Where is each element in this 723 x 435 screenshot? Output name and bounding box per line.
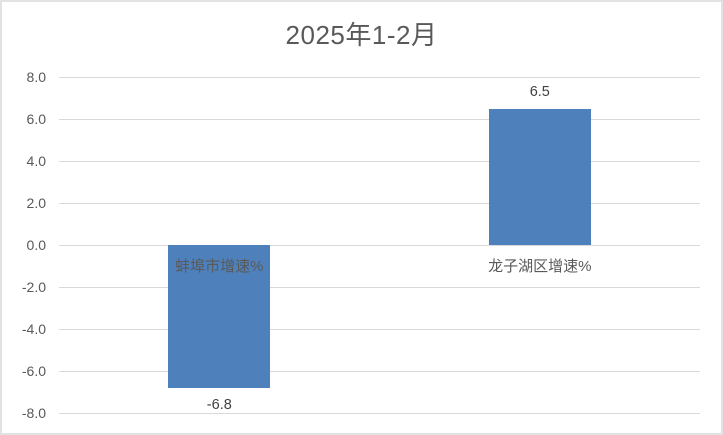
category-label: 龙子湖区增速% (488, 258, 592, 275)
y-tick-label: 8.0 (26, 69, 46, 85)
category-label: 蚌埠市增速% (175, 258, 264, 275)
y-tick-label: 0.0 (26, 237, 46, 253)
bar-longzihu-district (488, 108, 591, 245)
y-tick-label: 2.0 (26, 195, 46, 211)
plot-area: 8.0 6.0 4.0 2.0 0.0 -2.0 -4.0 -6.0 -8.0 -6.8 蚌埠市增速… (22, 69, 700, 421)
gridline (59, 329, 700, 330)
y-tick-label: -6.0 (21, 363, 46, 379)
gridline (59, 287, 700, 288)
gridline (59, 371, 700, 372)
y-tick-label: -4.0 (21, 321, 46, 337)
gridline (59, 203, 700, 204)
gridline (59, 77, 700, 78)
chart-title: 2025年1-2月 (285, 20, 438, 50)
bar-bengbu-city (168, 245, 271, 388)
gridline (59, 161, 700, 162)
gridline (59, 119, 700, 120)
data-label: 6.5 (529, 83, 550, 100)
y-tick-label: 6.0 (26, 111, 46, 127)
data-label: -6.8 (206, 396, 232, 413)
y-tick-label: -2.0 (21, 279, 46, 295)
y-tick-label: 4.0 (26, 153, 46, 169)
gridline (59, 413, 700, 414)
y-tick-label: -8.0 (21, 405, 46, 421)
gridline (59, 245, 700, 246)
